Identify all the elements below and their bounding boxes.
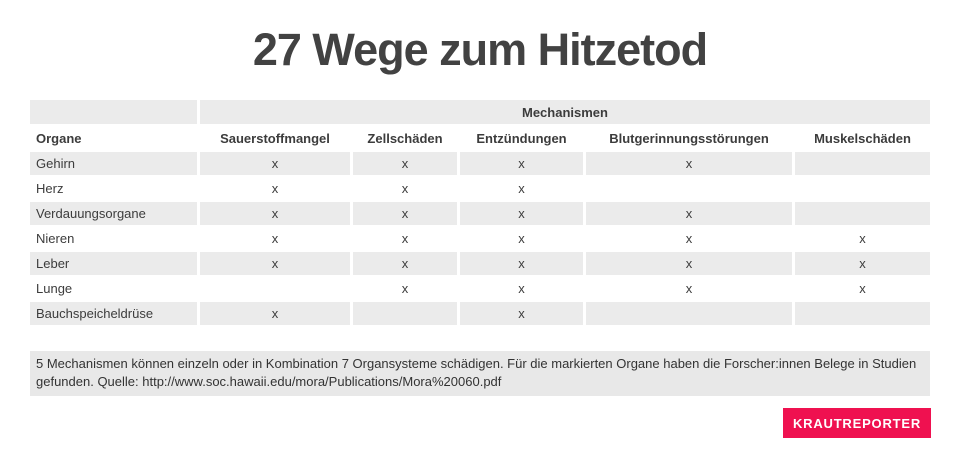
column-header-mechanism: Sauerstoffmangel (220, 130, 330, 146)
mark-x: x (460, 202, 583, 225)
mark-empty (795, 177, 930, 200)
column-header-mechanism: Entzündungen (476, 130, 567, 146)
column-header-mechanism: Muskelschäden (814, 130, 911, 146)
mark-x: x (271, 231, 279, 246)
group-header-mechanismen: Mechanismen (200, 100, 930, 124)
mark-x: x (859, 281, 866, 296)
mark-x: x (353, 202, 457, 225)
krautreporter-badge: KRAUTREPORTER (783, 408, 931, 438)
mark-x: x (460, 252, 583, 275)
organ-name: Leber (30, 252, 197, 275)
mark-x: x (685, 231, 693, 246)
column-header-mechanism: Zellschäden (367, 130, 443, 146)
column-header-organe: Organe (36, 130, 82, 146)
mark-x: x (353, 252, 457, 275)
mark-x: x (200, 202, 350, 225)
mark-x: x (586, 252, 792, 275)
mark-x: x (460, 302, 583, 325)
mark-empty (795, 152, 930, 175)
organ-mechanism-table: Mechanismen Organe Sauerstoffmangel Zellsc… (30, 100, 930, 325)
mark-empty (200, 277, 350, 300)
column-header-mechanism: Blutgerinnungsstörungen (609, 130, 769, 146)
mark-x: x (401, 281, 409, 296)
mark-empty (586, 177, 792, 200)
mark-x: x (586, 152, 792, 175)
organ-name: Nieren (36, 231, 75, 246)
mark-x: x (200, 152, 350, 175)
organ-name: Verdauungsorgane (30, 202, 197, 225)
organ-name: Gehirn (30, 152, 197, 175)
mark-x: x (200, 302, 350, 325)
mark-x: x (518, 181, 525, 196)
mark-empty (353, 302, 457, 325)
mark-x: x (460, 152, 583, 175)
table-corner-cell (30, 100, 197, 124)
footnote: 5 Mechanismen können einzeln oder in Kom… (30, 351, 930, 396)
page-title: 27 Wege zum Hitzetod (252, 24, 708, 75)
mark-x: x (518, 281, 525, 296)
organ-name: Lunge (36, 281, 73, 296)
mark-empty (795, 302, 930, 325)
mark-empty (795, 202, 930, 225)
mark-x: x (401, 231, 409, 246)
mark-x: x (586, 202, 792, 225)
mark-x: x (401, 181, 409, 196)
mark-x: x (795, 252, 930, 275)
mark-x: x (200, 252, 350, 275)
mark-empty (586, 302, 792, 325)
mark-x: x (271, 181, 279, 196)
organ-name: Herz (36, 181, 64, 196)
mark-x: x (859, 231, 866, 246)
mark-x: x (685, 281, 693, 296)
mark-x: x (518, 231, 525, 246)
organ-name: Bauchspeicheldrüse (30, 302, 197, 325)
mark-x: x (353, 152, 457, 175)
